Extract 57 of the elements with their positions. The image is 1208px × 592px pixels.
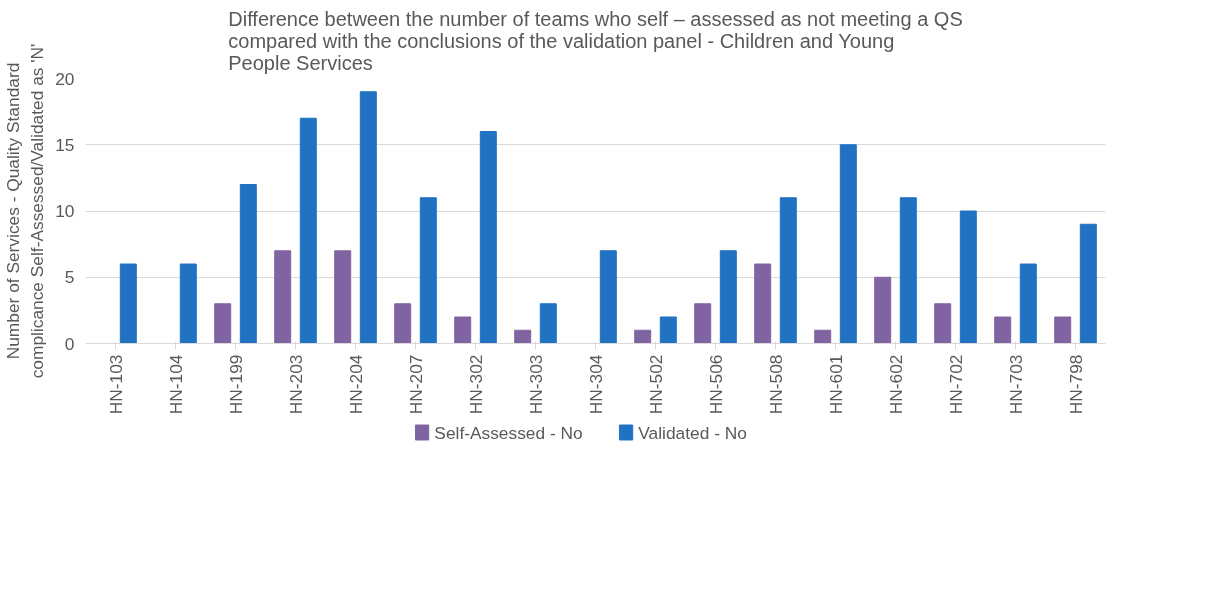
- bar: [334, 250, 352, 344]
- bar: [934, 303, 952, 344]
- chart-title: Difference between the number of teams who self – assessed as not meeting a QS compared with the conclusions of the validation panel - Children and Young People Services: [228, 7, 963, 74]
- bar: [239, 184, 257, 344]
- x-tick-label: HN-302: [465, 354, 486, 415]
- x-tick-label: HN-508: [765, 354, 786, 415]
- bar: [899, 197, 917, 344]
- bar: [634, 329, 652, 344]
- y-axis-title: Number of Services - Quality Standard complicance Self-Assessed/Validated as 'N': [3, 43, 48, 379]
- bar: [299, 117, 317, 344]
- y-tick-label: 0: [64, 333, 75, 354]
- bar: [179, 263, 197, 344]
- x-tick-label: HN-798: [1065, 354, 1086, 415]
- bar: [719, 250, 737, 344]
- bar: [959, 210, 977, 344]
- x-tick-label: HN-303: [525, 354, 546, 415]
- bar: [779, 197, 797, 344]
- bar: [274, 250, 292, 344]
- bar: [119, 263, 137, 344]
- bar: [454, 316, 472, 344]
- bar: [514, 329, 532, 344]
- x-tick-label: HN-601: [825, 354, 846, 415]
- y-tick-label: 20: [55, 68, 75, 89]
- legend-label: Self-Assessed - No: [434, 422, 583, 443]
- x-tick-label: HN-204: [345, 354, 366, 415]
- legend-label: Validated - No: [638, 422, 747, 443]
- bar: [419, 197, 437, 344]
- x-tick-label: HN-502: [645, 354, 666, 415]
- x-tick-label: HN-199: [225, 354, 246, 415]
- x-tick-label: HN-703: [1005, 354, 1026, 415]
- y-tick-label: 10: [55, 201, 75, 221]
- x-tick-label: HN-702: [945, 354, 966, 415]
- x-tick-label: HN-304: [585, 354, 606, 415]
- x-tick-label: HN-103: [105, 354, 126, 415]
- bar: [754, 263, 772, 344]
- bar: [814, 329, 832, 344]
- x-tick-label: HN-602: [885, 354, 906, 415]
- bar: [874, 276, 892, 344]
- bar: [1019, 263, 1037, 344]
- x-tick-label: HN-506: [705, 354, 726, 415]
- y-tick-label: 5: [64, 267, 75, 288]
- bar: [1054, 316, 1072, 344]
- bar: [659, 316, 677, 344]
- bar: [359, 91, 377, 344]
- bar: [214, 303, 232, 344]
- x-tick-label: HN-104: [165, 354, 186, 415]
- x-tick-label: HN-207: [405, 354, 426, 415]
- y-tick-label: 15: [55, 134, 75, 155]
- bar: [599, 250, 617, 344]
- bar: [839, 144, 857, 344]
- bar: [1079, 223, 1097, 344]
- bar: [539, 303, 557, 344]
- bar: [994, 316, 1012, 344]
- bar: [479, 131, 497, 344]
- bar: [394, 303, 412, 344]
- bar: [694, 303, 712, 344]
- x-tick-label: HN-203: [285, 354, 306, 415]
